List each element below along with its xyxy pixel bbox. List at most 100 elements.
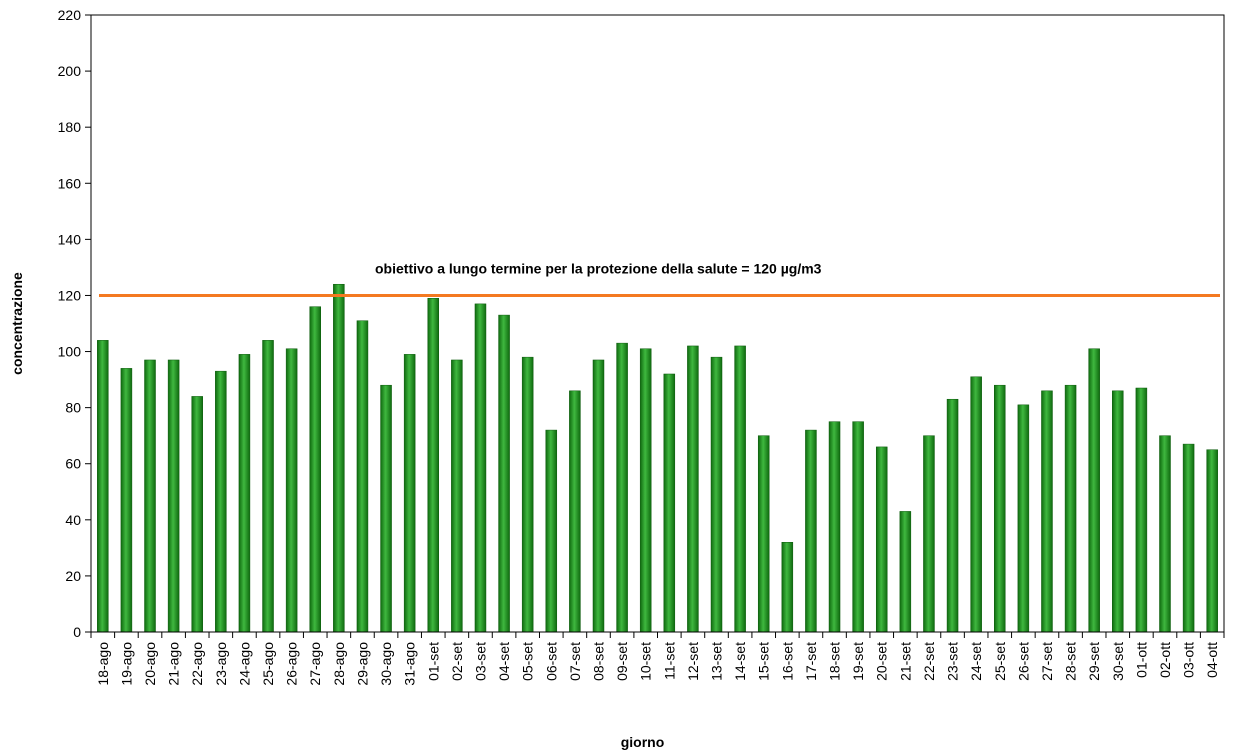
- x-tick-label: 24-ago: [236, 642, 252, 686]
- x-tick-label: 30-ago: [378, 642, 394, 686]
- x-tick-label: 26-ago: [284, 642, 300, 686]
- x-tick-label: 16-set: [779, 642, 795, 681]
- x-tick-label: 28-ago: [331, 642, 347, 686]
- x-tick-label: 02-ott: [1157, 642, 1173, 678]
- x-tick-label: 03-ott: [1181, 642, 1197, 678]
- y-tick-label: 120: [58, 287, 82, 303]
- x-tick-label: 18-set: [827, 642, 843, 681]
- bar-06-set: [545, 429, 558, 633]
- bar-01-set: [427, 298, 440, 633]
- x-tick-label: 27-set: [1039, 642, 1055, 681]
- bar-01-ott: [1135, 387, 1148, 633]
- bar-11-set: [663, 373, 676, 633]
- bar-08-set: [592, 359, 605, 633]
- bar-03-ott: [1182, 443, 1195, 633]
- bar-25-ago: [262, 340, 274, 633]
- x-tick-label: 06-set: [543, 642, 559, 681]
- bar-29-ago: [356, 320, 369, 633]
- bar-26-ago: [285, 348, 298, 633]
- x-tick-label: 17-set: [803, 642, 819, 681]
- bar-29-set: [1088, 348, 1100, 633]
- x-tick-label: 19-set: [850, 642, 866, 681]
- x-tick-label: 04-set: [496, 642, 512, 681]
- x-tick-label: 23-set: [945, 642, 961, 681]
- x-tick-label: 30-set: [1110, 642, 1126, 681]
- x-tick-label: 13-set: [709, 642, 725, 681]
- x-tick-label: 09-set: [614, 642, 630, 681]
- x-tick-label: 12-set: [685, 642, 701, 681]
- bar-21-ago: [167, 359, 180, 633]
- bar-20-ago: [144, 359, 156, 633]
- bar-24-set: [970, 376, 982, 633]
- x-axis-title: giorno: [621, 734, 665, 750]
- x-tick-label: 08-set: [590, 642, 606, 681]
- x-tick-label: 05-set: [520, 642, 536, 681]
- x-tick-label: 29-set: [1086, 642, 1102, 681]
- bar-17-set: [805, 429, 817, 633]
- y-tick-label: 140: [58, 231, 82, 247]
- x-tick-label: 10-set: [638, 642, 654, 681]
- bar-27-set: [1041, 390, 1053, 633]
- x-tick-label: 24-set: [968, 642, 984, 681]
- bar-28-set: [1064, 384, 1077, 633]
- x-tick-label: 04-ott: [1204, 642, 1220, 678]
- bar-23-ago: [215, 370, 227, 633]
- x-tick-label: 27-ago: [307, 642, 323, 686]
- y-tick-label: 200: [58, 63, 82, 79]
- x-tick-label: 14-set: [732, 642, 748, 681]
- x-axis-ticks: 18-ago 19-ago 20-ago 21-ago 22-ago 23-ago 24-a…: [90, 632, 1225, 686]
- y-tick-label: 20: [65, 568, 81, 584]
- x-tick-label: 25-set: [992, 642, 1008, 681]
- threshold-label: obiettivo a lungo termine per la protezi…: [375, 260, 822, 276]
- bar-19-ago: [120, 368, 133, 633]
- bar-19-set: [852, 421, 864, 633]
- x-tick-label: 18-ago: [95, 642, 111, 686]
- bar-16-set: [781, 542, 794, 633]
- bar-28-ago: [333, 283, 345, 633]
- bar-22-ago: [191, 396, 203, 633]
- bar-31-ago: [403, 354, 416, 633]
- bar-02-ott: [1159, 435, 1171, 633]
- bar-09-set: [616, 342, 628, 633]
- bar-04-ott: [1206, 449, 1218, 633]
- x-tick-label: 21-ago: [166, 642, 182, 686]
- bar-26-set: [1017, 404, 1030, 633]
- bar-18-ago: [97, 340, 109, 633]
- x-tick-label: 02-set: [449, 642, 465, 681]
- bar-27-ago: [309, 306, 321, 633]
- plot-area-frame: [90, 14, 1225, 633]
- x-tick-label: 28-set: [1063, 642, 1079, 681]
- bar-21-set: [899, 511, 912, 633]
- x-tick-label: 31-ago: [402, 642, 418, 686]
- x-tick-label: 20-set: [874, 642, 890, 681]
- x-tick-label: 01-set: [425, 642, 441, 681]
- y-axis-title: concentrazione: [9, 272, 25, 375]
- bar-25-set: [994, 384, 1006, 633]
- bar-04-set: [498, 314, 510, 633]
- x-tick-label: 25-ago: [260, 642, 276, 686]
- y-tick-label: 100: [58, 344, 82, 360]
- y-tick-label: 40: [65, 512, 81, 528]
- bar-30-ago: [380, 384, 392, 633]
- x-tick-label: 26-set: [1015, 642, 1031, 681]
- x-tick-label: 22-ago: [189, 642, 205, 686]
- bar-14-set: [734, 345, 746, 633]
- y-tick-label: 180: [58, 119, 82, 135]
- x-tick-label: 11-set: [661, 642, 677, 680]
- bar-30-set: [1112, 390, 1124, 633]
- bar-03-set: [474, 303, 487, 633]
- bar-series: [97, 283, 1218, 633]
- x-tick-label: 29-ago: [354, 642, 370, 686]
- x-tick-label: 07-set: [567, 642, 583, 681]
- x-tick-label: 23-ago: [213, 642, 229, 686]
- bar-05-set: [521, 356, 534, 633]
- y-tick-label: 60: [65, 456, 81, 472]
- x-tick-label: 03-set: [472, 642, 488, 681]
- y-tick-label: 80: [65, 400, 81, 416]
- bar-24-ago: [238, 354, 251, 633]
- bar-23-set: [946, 398, 959, 633]
- bar-15-set: [757, 435, 770, 633]
- bar-02-set: [451, 359, 463, 633]
- x-tick-label: 21-set: [897, 642, 913, 681]
